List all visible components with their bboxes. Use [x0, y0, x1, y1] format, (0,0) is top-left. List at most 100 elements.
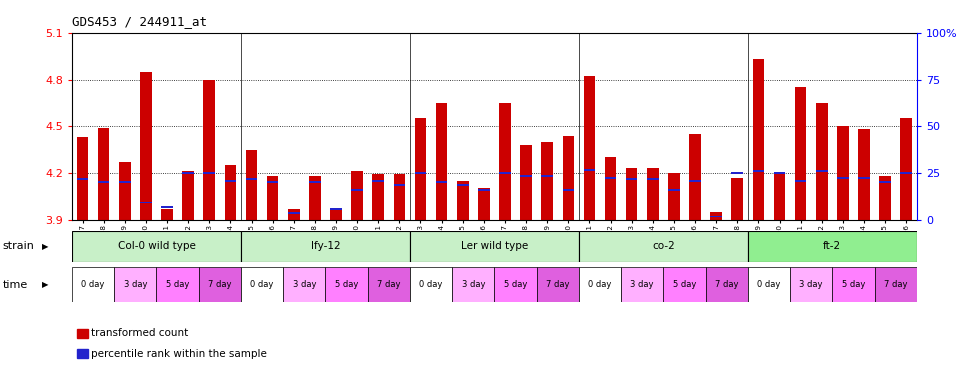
Text: 7 day: 7 day [884, 280, 907, 289]
Text: lfy-12: lfy-12 [311, 241, 340, 251]
Bar [879, 176, 891, 220]
Bar [225, 180, 236, 182]
Bar [368, 267, 410, 302]
Bar [161, 206, 173, 208]
Bar [309, 181, 321, 183]
Bar [140, 202, 152, 203]
Bar [241, 231, 410, 262]
Bar [372, 175, 384, 220]
Bar [77, 137, 88, 220]
Bar [288, 209, 300, 220]
Bar [499, 172, 511, 174]
Bar [241, 267, 283, 302]
Text: 7 day: 7 day [208, 280, 231, 289]
Text: 0 day: 0 day [251, 280, 274, 289]
Bar [875, 267, 917, 302]
Text: 7 day: 7 day [546, 280, 569, 289]
Bar [621, 267, 663, 302]
Bar [795, 180, 806, 182]
Text: co-2: co-2 [652, 241, 675, 251]
Bar [900, 172, 912, 174]
Bar [283, 267, 325, 302]
Bar [689, 134, 701, 220]
Bar [790, 267, 832, 302]
Bar [351, 171, 363, 220]
Bar [410, 267, 452, 302]
Text: 3 day: 3 day [631, 280, 654, 289]
Text: 3 day: 3 day [462, 280, 485, 289]
Bar [330, 210, 342, 220]
Text: 0 day: 0 day [420, 280, 443, 289]
Bar [774, 172, 785, 174]
Bar [394, 184, 405, 186]
Bar [267, 176, 278, 220]
Bar [436, 103, 447, 220]
Bar [563, 136, 574, 220]
Bar [114, 267, 156, 302]
Bar [77, 178, 88, 180]
Bar [605, 157, 616, 220]
Bar [436, 181, 447, 183]
Text: ▶: ▶ [42, 242, 49, 251]
Text: time: time [3, 280, 28, 290]
Bar [478, 189, 490, 191]
Text: 3 day: 3 day [800, 280, 823, 289]
Bar [753, 171, 764, 172]
Bar [452, 267, 494, 302]
Bar [415, 119, 426, 220]
Text: 5 day: 5 day [335, 280, 358, 289]
Text: 0 day: 0 day [588, 280, 612, 289]
Bar [199, 267, 241, 302]
Bar [478, 188, 490, 220]
Bar [689, 180, 701, 182]
Bar [225, 165, 236, 220]
Bar [879, 181, 891, 183]
Bar [537, 267, 579, 302]
Text: 5 day: 5 day [842, 280, 865, 289]
Text: 0 day: 0 day [82, 280, 105, 289]
Bar [457, 184, 468, 186]
Bar [541, 142, 553, 220]
Bar [182, 171, 194, 220]
Bar [499, 103, 511, 220]
Bar [288, 212, 300, 214]
Bar [541, 175, 553, 177]
Text: Col-0 wild type: Col-0 wild type [117, 241, 196, 251]
Bar [204, 172, 215, 174]
Bar [351, 189, 363, 191]
Bar [494, 267, 537, 302]
Text: 5 day: 5 day [166, 280, 189, 289]
Text: 3 day: 3 day [124, 280, 147, 289]
Bar [415, 172, 426, 174]
Bar [668, 173, 680, 220]
Text: transformed count: transformed count [91, 328, 188, 339]
Bar [816, 103, 828, 220]
Text: 7 day: 7 day [715, 280, 738, 289]
Bar [161, 209, 173, 220]
Bar [837, 177, 849, 179]
Bar [668, 189, 680, 191]
Bar [246, 150, 257, 220]
Text: Ler wild type: Ler wild type [461, 241, 528, 251]
Bar [72, 267, 114, 302]
Bar [816, 171, 828, 172]
Text: 5 day: 5 day [504, 280, 527, 289]
Bar [309, 176, 321, 220]
Bar [119, 162, 131, 220]
Bar [98, 181, 109, 183]
Bar [710, 212, 722, 220]
Text: ft-2: ft-2 [824, 241, 841, 251]
Bar [410, 231, 579, 262]
Bar [563, 189, 574, 191]
Bar [98, 128, 109, 220]
Bar [663, 267, 706, 302]
Bar [584, 76, 595, 220]
Bar [72, 231, 241, 262]
Bar [140, 72, 152, 220]
Bar [182, 172, 194, 174]
Bar [753, 59, 764, 220]
Bar [246, 178, 257, 180]
Bar [774, 173, 785, 220]
Bar [394, 175, 405, 220]
Bar [647, 168, 659, 220]
